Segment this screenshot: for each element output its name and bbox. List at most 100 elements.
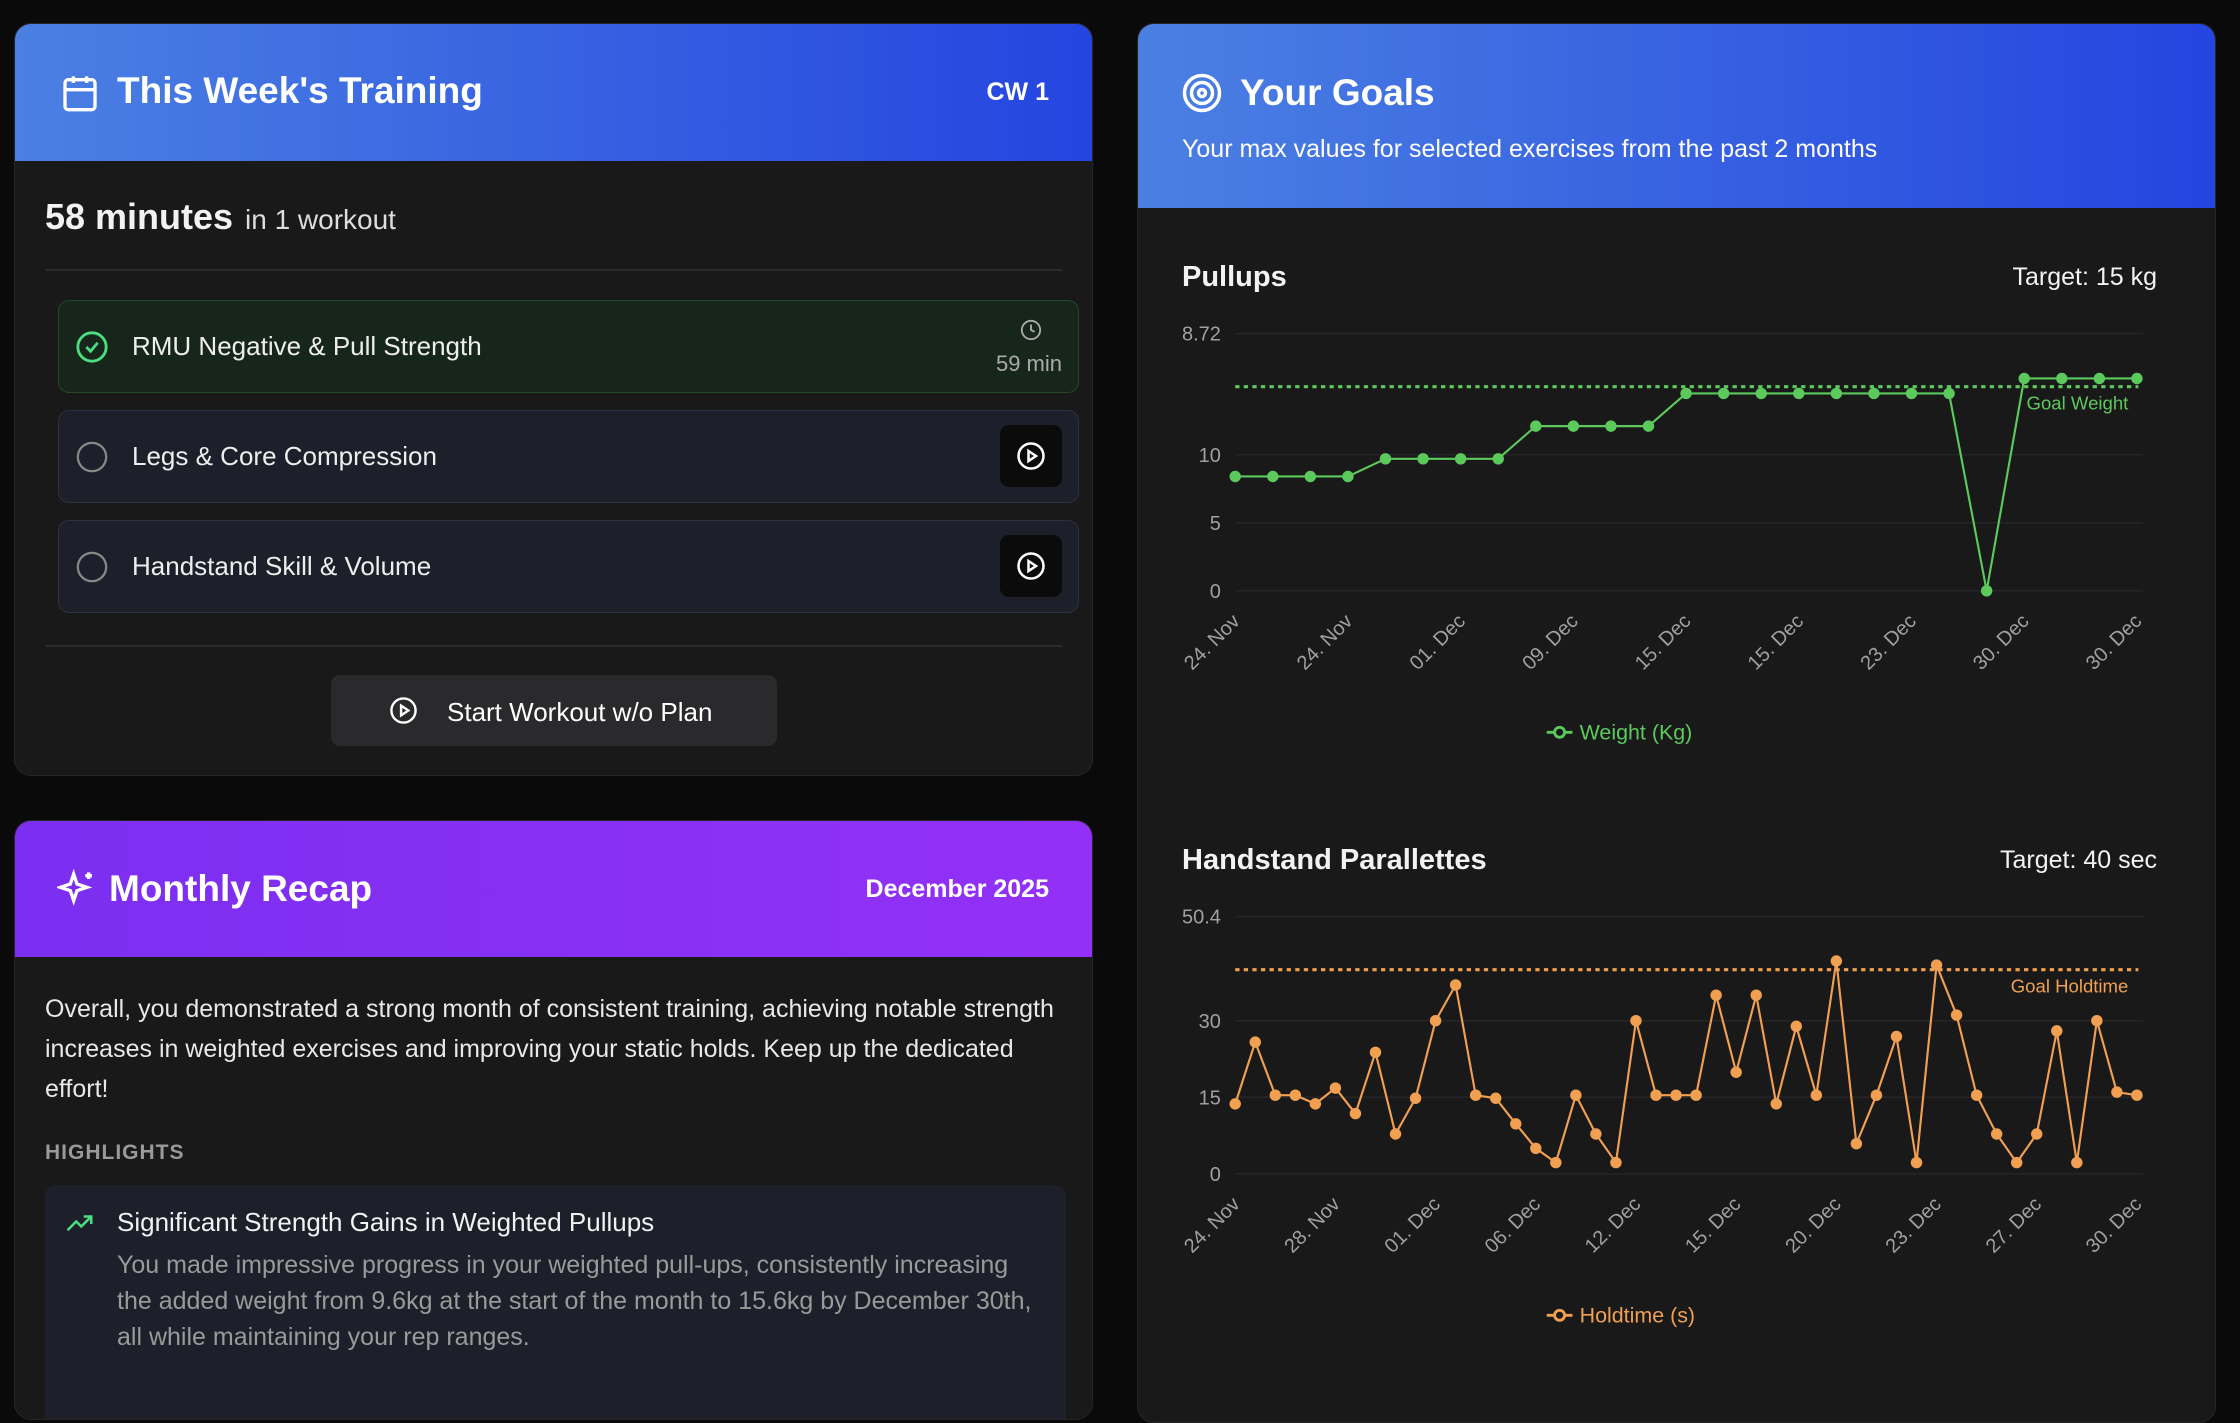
highlight-title: Significant Strength Gains in Weighted P… [117,1207,655,1237]
recap-header: Monthly Recap December 2025 [15,821,1092,957]
triangle [1027,558,1039,574]
goal-label: Goal Holdtime [2011,976,2129,997]
data-point [1567,420,1580,432]
x-tick-label: 24. Nov [1180,1193,1244,1257]
data-point [1449,979,1462,991]
duration: 59 min [995,351,1062,376]
data-point [2010,1156,2023,1169]
x-tick-label: 24. Nov [1293,610,1357,674]
data-point [1690,1089,1702,1101]
goals-header: Your Goals Your max values for selected … [1138,24,2215,208]
x-tick-label: 30. Dec [1969,610,2033,674]
data-point [1970,1089,1983,1101]
minutes: 58 minutes [45,196,234,237]
data-point [1910,1156,1923,1169]
recap-title: Monthly Recap [109,868,373,909]
data-point [2031,1128,2043,1140]
data-point [1810,1089,1823,1101]
data-point [1710,989,1722,1001]
data-point [1943,387,1955,400]
legend-label: Weight (Kg) [1580,720,1693,744]
data-point [1642,420,1655,432]
data-point [2071,1156,2083,1169]
goal-label: Goal Weight [2027,393,2130,414]
data-point [1229,470,1241,483]
y-tick-label: 0 [1210,581,1221,603]
data-point [1570,1089,1582,1101]
data-point [2131,1089,2143,1101]
data-point [1717,387,1730,400]
data-point [1605,420,1617,432]
target-icon [1182,73,1222,113]
x-tick-label: 15. Dec [1681,1193,1745,1257]
data-point [1650,1089,1662,1101]
sparkle-icon [57,869,93,906]
play-icon [1017,442,1045,470]
series-line [1234,960,2138,1166]
data-point [1379,453,1392,465]
data-point [1369,1046,1382,1059]
data-point [1770,1098,1782,1110]
data-point [1342,470,1354,483]
data-point [1750,989,1762,1001]
data-point [2091,1014,2103,1027]
workout-item[interactable]: Legs & Core Compression [58,410,1079,503]
series-line [1235,377,2137,592]
goals-card: Your Goals Your max values for selected … [1137,23,2216,1423]
data-point [1610,1156,1622,1169]
chart-target: Target: 15 kg [2012,263,2157,291]
data-point [1409,1092,1422,1104]
legend-marker [1553,1308,1567,1322]
data-point [1870,1089,1883,1101]
data-point [2018,372,2030,385]
highlight: Significant Strength Gains in Weighted P… [45,1185,1066,1419]
data-point [1830,955,1843,967]
circle [76,331,108,363]
trend-icon [66,1215,93,1232]
goals-title: Your Goals [1240,72,1435,113]
data-point [1830,387,1843,400]
workout-name: Legs & Core Compression [132,441,437,471]
circle [1017,442,1045,470]
circle [76,551,108,583]
data-point [1269,1089,1282,1101]
chart: 0 15 30 50.4 24. Nov 28. Nov 01. Dec 06. Dec 12.… [1180,907,2146,1328]
data-point [1249,1036,1261,1048]
data-point [2056,372,2068,385]
highlights-label: HIGHLIGHTS [45,1141,185,1164]
x-tick-label: 30. Dec [2082,610,2146,674]
data-point [1492,453,1504,465]
start-button[interactable]: Start Workout w/o Plan [331,675,777,746]
data-point [1980,585,1993,597]
play-icon [390,697,417,724]
x-tick-label: 12. Dec [1581,1193,1645,1257]
data-point [1530,1142,1542,1155]
workout-item[interactable]: RMU Negative & Pull Strength 59 min [58,300,1079,393]
training-header: This Week's Training CW 1 [15,24,1092,161]
x-tick-label: 15. Dec [1631,610,1695,674]
circle [1020,319,1042,341]
play-button[interactable] [1000,535,1062,597]
check [85,341,99,354]
circle [1017,552,1045,580]
y-tick-label: 15 [1199,1087,1221,1109]
data-point [1590,1128,1602,1140]
y-tick-label: 30 [1199,1011,1221,1033]
workout-name: Handstand Skill & Volume [132,551,432,581]
data-point [1990,1128,2003,1140]
x-tick-label: 28. Nov [1280,1193,1344,1257]
data-point [1850,1137,1863,1150]
empty-circle [76,441,108,473]
play-button[interactable] [1000,425,1062,487]
x-tick-label: 24. Nov [1180,610,1244,674]
data-point [1905,387,1918,400]
x-tick-label: 01. Dec [1381,1193,1445,1257]
workout-item[interactable]: Handstand Skill & Volume [58,520,1079,613]
x-tick-label: 06. Dec [1481,1193,1545,1257]
workouts: in 1 workout [245,204,396,235]
data-point [2111,1086,2123,1098]
data-point [1755,387,1767,400]
x-tick-label: 30. Dec [2082,1193,2146,1257]
data-point [1680,387,1692,400]
data-point [1469,1089,1482,1101]
